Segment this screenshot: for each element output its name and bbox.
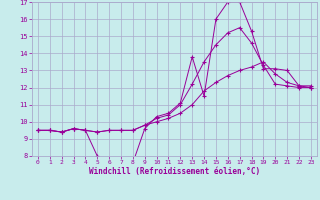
X-axis label: Windchill (Refroidissement éolien,°C): Windchill (Refroidissement éolien,°C) [89, 167, 260, 176]
